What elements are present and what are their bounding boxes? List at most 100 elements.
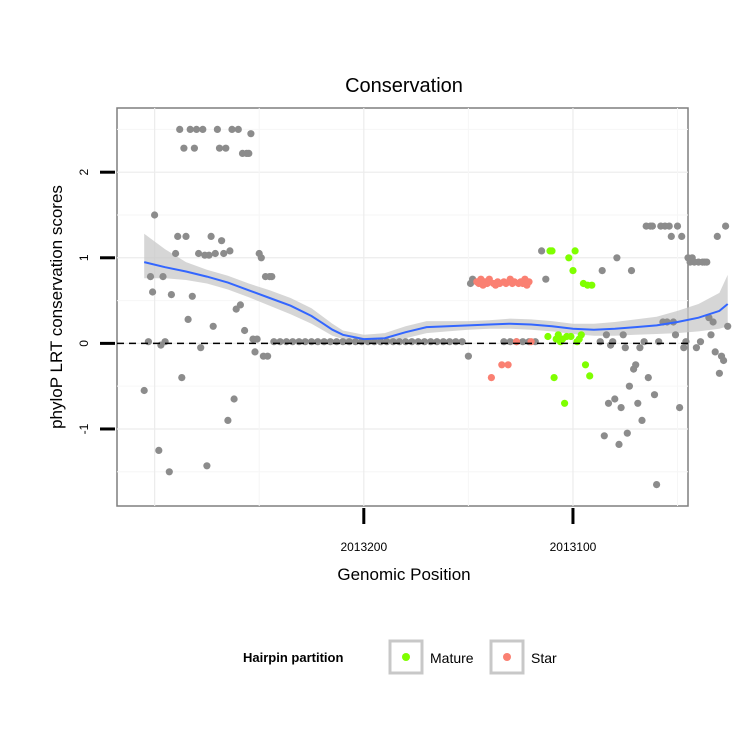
point-other bbox=[220, 249, 228, 258]
point-other bbox=[190, 144, 198, 152]
legend-dot-mature bbox=[402, 653, 410, 661]
point-other bbox=[722, 222, 730, 230]
point-other bbox=[276, 338, 284, 346]
point-other bbox=[213, 125, 221, 133]
legend-entry-star: Star bbox=[489, 639, 557, 675]
point-mature bbox=[569, 267, 577, 275]
point-other bbox=[140, 386, 148, 395]
point-other bbox=[155, 446, 163, 454]
point-other bbox=[623, 429, 631, 437]
x-tick-label: 2013100 bbox=[550, 540, 597, 554]
point-other bbox=[215, 144, 224, 152]
point-mature bbox=[544, 332, 552, 341]
point-other bbox=[326, 338, 334, 346]
point-other bbox=[345, 338, 353, 346]
point-other bbox=[414, 338, 422, 346]
point-other bbox=[650, 391, 659, 399]
point-other bbox=[301, 338, 309, 346]
x-axis: 2013200 2013100 bbox=[340, 508, 597, 554]
point-other bbox=[199, 125, 207, 133]
point-other bbox=[703, 258, 711, 266]
point-other bbox=[671, 331, 680, 339]
y-tick-label: -1 bbox=[77, 423, 91, 434]
point-other bbox=[724, 322, 732, 330]
point-other bbox=[609, 338, 617, 346]
point-other bbox=[395, 338, 403, 346]
point-other bbox=[207, 232, 215, 240]
legend-label-mature: Mature bbox=[430, 650, 474, 666]
x-axis-title: Genomic Position bbox=[337, 565, 470, 584]
point-other bbox=[615, 440, 623, 448]
chart-title: Conservation bbox=[345, 75, 463, 97]
legend-title: Hairpin partition bbox=[243, 650, 343, 665]
point-other bbox=[427, 338, 435, 346]
point-other bbox=[146, 273, 155, 281]
point-other bbox=[165, 468, 173, 476]
point-other bbox=[203, 462, 211, 470]
point-other bbox=[174, 232, 182, 240]
point-other bbox=[621, 344, 629, 352]
point-mature bbox=[588, 281, 596, 289]
point-other bbox=[149, 288, 157, 296]
point-other bbox=[696, 338, 705, 346]
point-other bbox=[709, 318, 717, 326]
point-other bbox=[634, 399, 642, 407]
point-other bbox=[351, 338, 359, 346]
point-other bbox=[644, 374, 652, 382]
point-other bbox=[665, 222, 673, 230]
point-mature bbox=[561, 399, 569, 407]
point-other bbox=[542, 275, 550, 283]
point-other bbox=[602, 331, 611, 339]
grid-lines bbox=[117, 108, 688, 506]
point-star bbox=[525, 278, 533, 286]
point-other bbox=[446, 338, 454, 346]
point-other bbox=[228, 125, 236, 133]
point-other bbox=[680, 344, 688, 352]
point-other bbox=[458, 338, 466, 346]
point-other bbox=[172, 249, 180, 258]
point-other bbox=[180, 144, 188, 152]
point-other bbox=[627, 267, 636, 275]
x-tick-label: 2013200 bbox=[340, 540, 387, 554]
y-axis-title: phyloP LRT conservation scores bbox=[47, 185, 66, 429]
point-other bbox=[506, 338, 514, 346]
point-other bbox=[184, 315, 192, 323]
point-mature bbox=[565, 254, 573, 262]
point-other bbox=[282, 338, 290, 346]
point-mature bbox=[550, 374, 558, 382]
point-other bbox=[339, 338, 347, 346]
y-tick-label: 2 bbox=[77, 169, 91, 176]
point-other bbox=[226, 247, 234, 255]
point-other bbox=[195, 249, 203, 258]
point-other bbox=[197, 344, 205, 352]
point-other bbox=[673, 222, 682, 230]
point-other bbox=[320, 338, 328, 346]
point-other bbox=[640, 338, 648, 346]
point-star bbox=[504, 361, 512, 369]
point-other bbox=[241, 326, 249, 335]
point-other bbox=[439, 338, 447, 346]
point-mature bbox=[567, 332, 575, 341]
point-mature bbox=[571, 247, 579, 255]
point-other bbox=[692, 344, 701, 352]
point-other bbox=[711, 348, 719, 356]
point-other bbox=[452, 338, 460, 346]
point-other bbox=[655, 338, 663, 346]
point-other bbox=[653, 481, 661, 489]
point-other bbox=[720, 356, 728, 365]
point-other bbox=[144, 338, 152, 346]
point-other bbox=[314, 338, 322, 346]
point-mature bbox=[577, 331, 585, 339]
point-other bbox=[682, 338, 690, 346]
points-mature-group bbox=[544, 247, 596, 407]
point-star bbox=[498, 361, 506, 369]
point-other bbox=[253, 335, 261, 343]
point-mature bbox=[581, 361, 590, 369]
legend-dot-star bbox=[503, 653, 511, 661]
point-other bbox=[307, 338, 316, 346]
point-other bbox=[715, 369, 724, 377]
smooth-confidence-ribbon bbox=[144, 233, 728, 344]
point-other bbox=[236, 301, 244, 309]
point-other bbox=[211, 249, 219, 258]
